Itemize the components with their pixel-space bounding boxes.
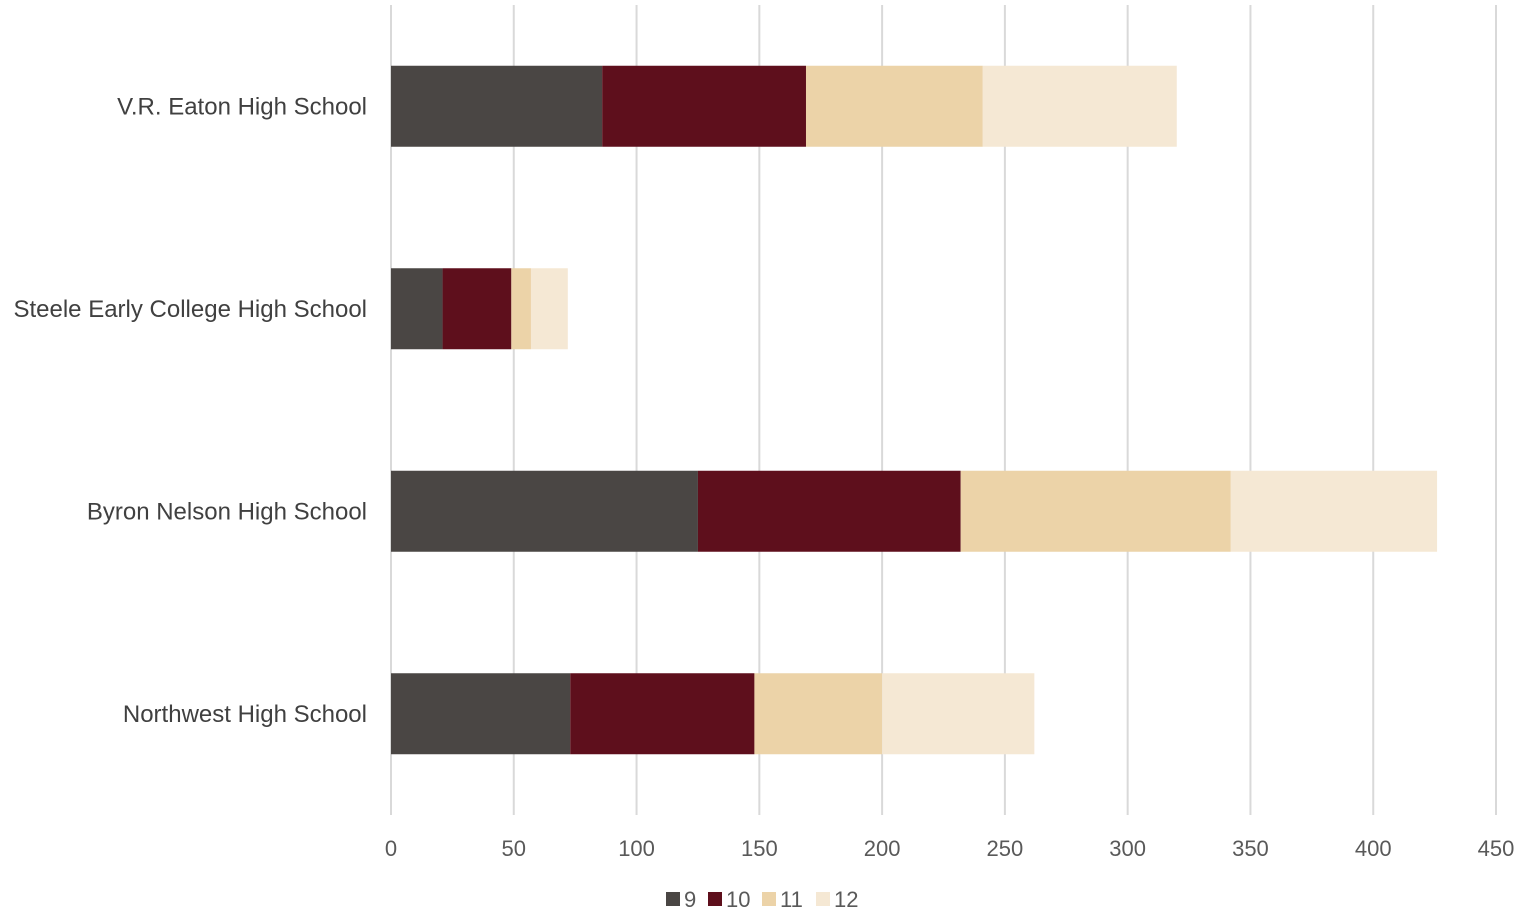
bar-segment [960, 470, 1231, 552]
bar-segment [391, 673, 571, 755]
bar-segment [1230, 470, 1438, 552]
legend: 9 10 11 12 [666, 887, 858, 912]
bar-segment [570, 673, 755, 755]
bar-segment [391, 268, 443, 350]
x-tick-label: 250 [987, 836, 1024, 861]
legend-label: 10 [726, 887, 750, 912]
legend-label: 11 [780, 887, 803, 912]
bar-segment [754, 673, 883, 755]
category-label: Steele Early College High School [13, 296, 367, 323]
legend-label: 12 [834, 887, 858, 912]
bar-segment [882, 673, 1035, 755]
legend-swatch [816, 892, 830, 906]
legend-swatch [762, 892, 776, 906]
x-tick-labels: 0 50 100 150 200 250 300 350 400 450 [385, 836, 1514, 861]
x-tick-label: 350 [1232, 836, 1269, 861]
x-tick-label: 100 [618, 836, 655, 861]
legend-swatch [708, 892, 722, 906]
legend-label: 9 [684, 887, 696, 912]
x-tick-label: 150 [741, 836, 778, 861]
bar-segment [530, 268, 568, 350]
bar-segment [602, 65, 806, 147]
legend-swatch [666, 892, 680, 906]
category-labels: V.R. Eaton High School Steele Early Colle… [13, 93, 367, 728]
category-label: V.R. Eaton High School [117, 93, 367, 120]
bar-segment [982, 65, 1177, 147]
x-tick-label: 300 [1109, 836, 1146, 861]
bar-segment [805, 65, 983, 147]
bar-segment [697, 470, 961, 552]
x-tick-label: 450 [1478, 836, 1515, 861]
x-tick-label: 0 [385, 836, 397, 861]
bar-segment [391, 65, 603, 147]
bar-segment [511, 268, 531, 350]
x-tick-label: 400 [1355, 836, 1392, 861]
bars [391, 65, 1438, 755]
x-tick-label: 50 [502, 836, 526, 861]
x-tick-label: 200 [864, 836, 901, 861]
bar-segment [442, 268, 512, 350]
bar-segment [391, 470, 698, 552]
category-label: Byron Nelson High School [87, 498, 367, 525]
category-label: Northwest High School [123, 701, 367, 728]
